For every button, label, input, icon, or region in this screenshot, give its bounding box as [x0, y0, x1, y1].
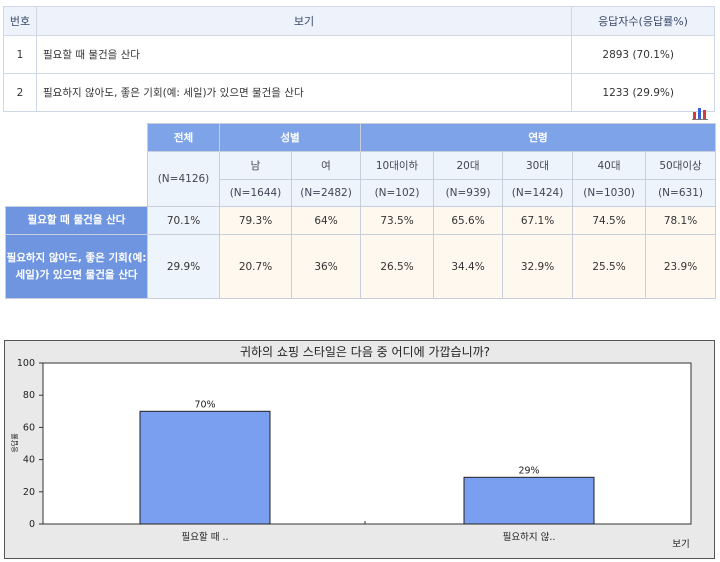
bar[interactable]: [139, 410, 271, 525]
table-row: 2 필요하지 않아도, 좋은 기회(예: 세일)가 있으면 물건을 산다 123…: [3, 73, 715, 112]
bar[interactable]: [463, 476, 595, 525]
row-count: 1233 (29.9%): [571, 73, 715, 112]
cell-value: 26.5%: [360, 234, 435, 299]
cell-value: 64%: [290, 206, 362, 235]
column-n: (N=102): [360, 179, 435, 207]
cell-value: 74.5%: [572, 206, 647, 235]
cell-value: 65.6%: [433, 206, 504, 235]
column-label: 남: [219, 151, 292, 180]
col-number: 번호: [3, 6, 37, 36]
row-total: 29.9%: [147, 234, 220, 299]
column-label: 30대: [502, 151, 574, 180]
row-count: 2893 (70.1%): [571, 35, 715, 74]
column-n: (N=631): [645, 179, 717, 207]
row-number: 1: [3, 35, 37, 74]
empty-corner: [5, 123, 148, 152]
column-label: 50대이상: [645, 151, 717, 180]
total-header: 전체: [147, 123, 220, 152]
column-label: 여: [290, 151, 362, 180]
column-label: 10대이하: [360, 151, 435, 180]
column-label: 20대: [433, 151, 504, 180]
cell-value: 32.9%: [502, 234, 574, 299]
y-tick-label: 60: [23, 422, 35, 433]
col-option: 보기: [36, 6, 572, 36]
cell-value: 78.1%: [645, 206, 717, 235]
column-label: 40대: [572, 151, 647, 180]
y-tick-label: 80: [23, 390, 35, 401]
table-row: 1 필요할 때 물건을 산다 2893 (70.1%): [3, 35, 715, 74]
cell-value: 34.4%: [433, 234, 504, 299]
bar-chart-icon[interactable]: [692, 106, 708, 120]
row-label: 필요할 때 물건을 산다: [5, 206, 148, 235]
cell-value: 20.7%: [219, 234, 292, 299]
gender-header: 성별: [218, 123, 362, 152]
col-respondents: 응답자수(응답률%): [571, 6, 715, 36]
cell-value: 67.1%: [502, 206, 574, 235]
cell-value: 36%: [290, 234, 362, 299]
column-n: (N=1644): [219, 179, 292, 207]
answer-table-header: 번호 보기 응답자수(응답률%): [3, 6, 715, 36]
y-tick-label: 0: [29, 519, 35, 530]
chart-panel: 귀하의 쇼핑 스타일은 다음 중 어디에 가깝습니까? 응답률 보기 0 20 40…: [4, 340, 715, 559]
column-n: (N=939): [433, 179, 504, 207]
cell-value: 73.5%: [360, 206, 435, 235]
y-tick-label: 40: [23, 455, 35, 466]
response-bar-chart: 귀하의 쇼핑 스타일은 다음 중 어디에 가깝습니까? 응답률 보기 0 20 40…: [10, 345, 692, 550]
y-tick-label: 20: [23, 487, 35, 498]
cell-value: 79.3%: [219, 206, 292, 235]
crosstab-table: 전체 성별 연령 (N=4126) 남 여 10대이하 20대 30대 40대 …: [5, 123, 717, 299]
age-header: 연령: [360, 123, 717, 152]
column-n: (N=2482): [290, 179, 362, 207]
total-n: (N=4126): [147, 151, 220, 207]
x-tick-label: 필요하지 않..: [503, 531, 556, 543]
bar-data-label: 29%: [518, 465, 539, 476]
y-tick-label: 100: [17, 358, 35, 369]
row-option-text: 필요하지 않아도, 좋은 기회(예: 세일)가 있으면 물건을 산다: [36, 73, 572, 112]
table-row: 필요할 때 물건을 산다 70.1% 79.3% 64% 73.5% 65.6%…: [5, 206, 717, 235]
row-label: 필요하지 않아도, 좋은 기회(예: 세일)가 있으면 물건을 산다: [5, 234, 148, 299]
column-n: (N=1424): [502, 179, 574, 207]
row-total: 70.1%: [147, 206, 220, 235]
bar-data-label: 70%: [194, 399, 215, 410]
row-option-text: 필요할 때 물건을 산다: [36, 35, 572, 74]
y-axis-label: 응답률: [10, 433, 19, 453]
chart-title: 귀하의 쇼핑 스타일은 다음 중 어디에 가깝습니까?: [240, 345, 490, 359]
cell-value: 25.5%: [572, 234, 647, 299]
x-tick-label: 필요할 때 ..: [181, 531, 228, 543]
answer-table: 번호 보기 응답자수(응답률%) 1 필요할 때 물건을 산다 2893 (70…: [3, 6, 715, 112]
table-row: 필요하지 않아도, 좋은 기회(예: 세일)가 있으면 물건을 산다 29.9%…: [5, 234, 717, 299]
x-axis-label: 보기: [672, 539, 689, 550]
cell-value: 23.9%: [645, 234, 717, 299]
column-n: (N=1030): [572, 179, 647, 207]
row-number: 2: [3, 73, 37, 112]
